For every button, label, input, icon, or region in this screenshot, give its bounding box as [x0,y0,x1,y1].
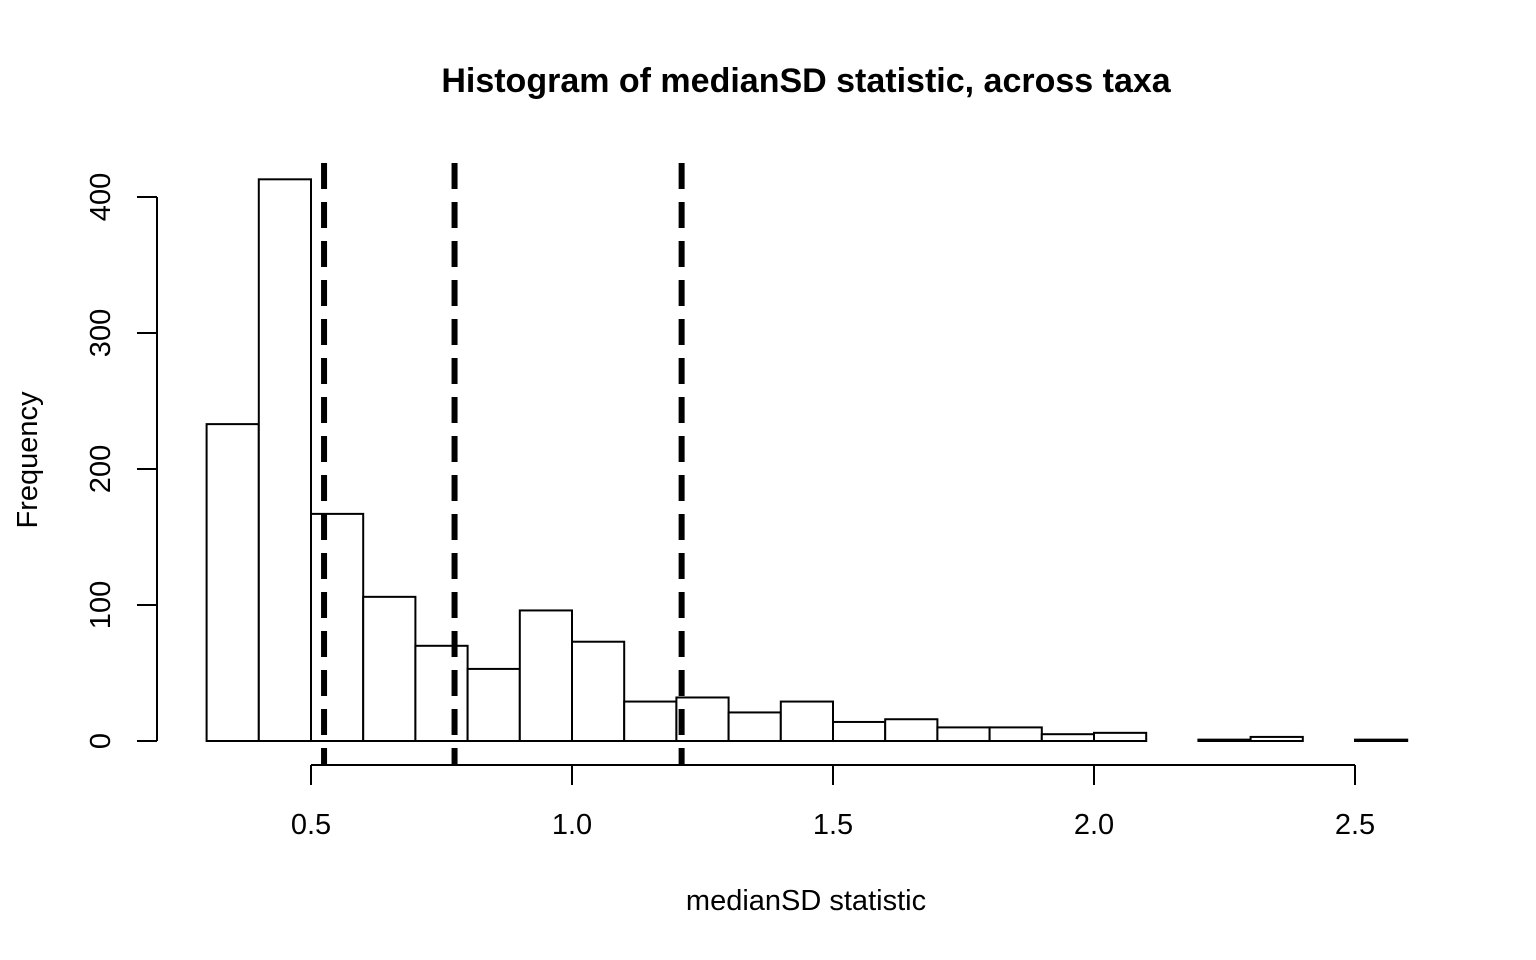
histogram-bar [988,726,1043,743]
x-axis: 0.5 1.0 1.5 2.0 2.5 [291,764,1375,841]
y-tick-label: 100 [85,581,117,629]
y-tick-label: 0 [85,733,117,749]
histogram-bar [884,718,939,742]
histogram-bar [1093,731,1148,743]
y-axis: 0 100 200 300 400 [85,173,158,749]
histogram-bar [1354,738,1409,743]
y-tick-label: 400 [85,173,117,221]
x-tick-label: 1.5 [813,809,853,841]
chart-title: Histogram of medianSD statistic, across … [441,62,1171,100]
histogram-bar [518,609,573,742]
y-axis-label: Frequency [12,391,44,529]
y-tick-label: 200 [85,445,117,493]
histogram-bar [832,720,887,743]
histogram-bar [571,640,626,742]
histogram-bar [1249,735,1304,742]
histogram-bar [310,512,365,742]
x-tick-label: 0.5 [291,809,331,841]
histogram-bar [1040,733,1096,743]
dashed-reference-lines [321,163,685,765]
x-tick-label: 1.0 [552,809,592,841]
histogram-bar [205,423,260,742]
histogram-bar [936,726,991,743]
histogram-bar [1197,738,1252,743]
y-tick-label: 300 [85,309,117,357]
x-axis-label: medianSD statistic [686,885,926,917]
histogram-bar [257,178,312,742]
histogram-bar [414,644,469,742]
histogram-bar [362,595,417,743]
histogram-bar [466,667,521,742]
histogram-bar [727,711,782,743]
histogram-bar [779,700,834,742]
histogram-bar [675,696,730,742]
histogram-bars [205,178,1409,743]
histogram-bar [623,700,678,742]
x-tick-label: 2.0 [1074,809,1114,841]
x-tick-label: 2.5 [1335,809,1375,841]
